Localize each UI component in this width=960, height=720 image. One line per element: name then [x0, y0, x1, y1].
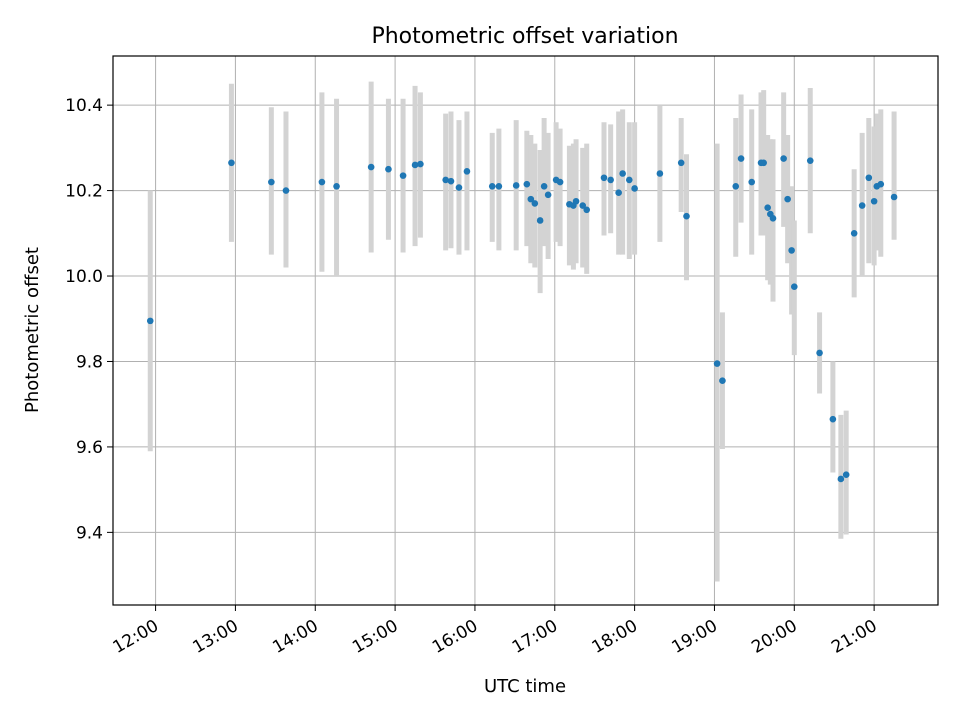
data-point — [850, 230, 858, 237]
data-point — [890, 193, 898, 201]
data-point — [399, 172, 407, 179]
x-tick-label: 21:00 — [828, 616, 880, 658]
data-point — [719, 377, 726, 385]
data-point — [748, 178, 756, 186]
x-tick-label: 18:00 — [589, 616, 641, 658]
x-tick-label: 15:00 — [349, 616, 401, 658]
data-point — [631, 185, 638, 192]
data-point — [333, 183, 340, 190]
y-tick-label: 9.8 — [76, 352, 103, 372]
data-point — [713, 360, 721, 367]
y-axis-label: Photometric offset — [22, 247, 43, 413]
data-point — [760, 159, 767, 167]
data-point — [411, 161, 419, 169]
data-point — [837, 475, 845, 483]
data-point — [615, 189, 622, 197]
data-point — [870, 197, 878, 205]
x-tick-label: 19:00 — [669, 616, 721, 658]
y-tick-label: 10.0 — [65, 267, 103, 287]
data-point — [146, 317, 154, 325]
data-point — [536, 217, 544, 224]
data-point — [806, 157, 814, 164]
data-point — [455, 184, 463, 191]
data-point — [318, 178, 326, 186]
data-point — [858, 202, 866, 209]
x-axis-ticks: 12:00 13:00 14:00 15:00 16:00 17:00 18:00 19:00… — [110, 605, 881, 658]
data-point — [228, 159, 235, 167]
data-point — [877, 180, 885, 188]
data-point — [540, 183, 548, 190]
y-tick-label: 9.6 — [76, 438, 103, 458]
data-point — [816, 349, 823, 357]
data-point — [572, 197, 580, 205]
data-point — [780, 155, 787, 162]
x-tick-label: 12:00 — [110, 616, 162, 658]
data-point — [784, 195, 791, 203]
chart-title: Photometric offset variation — [371, 24, 678, 49]
data-point — [769, 215, 777, 222]
data-point — [544, 191, 552, 199]
point-layer — [146, 155, 898, 483]
data-point — [732, 183, 740, 190]
data-point — [737, 155, 745, 162]
x-tick-label: 13:00 — [189, 616, 241, 658]
x-tick-label: 16:00 — [429, 616, 481, 658]
data-point — [764, 204, 771, 211]
data-point — [523, 180, 531, 188]
data-point — [367, 163, 375, 171]
x-axis-label: UTC time — [484, 676, 566, 697]
data-point — [282, 187, 290, 194]
data-point — [556, 178, 564, 186]
data-point — [442, 176, 449, 184]
data-point — [512, 182, 520, 189]
x-tick-label: 20:00 — [748, 616, 800, 658]
data-point — [829, 415, 837, 423]
plot-area-frame — [112, 55, 939, 606]
data-point — [463, 168, 471, 175]
data-point — [842, 471, 850, 478]
data-point — [579, 202, 587, 209]
data-point — [656, 170, 664, 177]
data-point — [268, 178, 275, 186]
data-point — [790, 283, 798, 291]
data-point — [619, 170, 626, 177]
y-tick-label: 9.4 — [76, 523, 103, 543]
y-tick-label: 10.2 — [65, 182, 103, 202]
y-axis-ticks: 9.4 9.6 9.8 10.0 10.2 10.4 — [65, 96, 113, 543]
data-point — [607, 176, 614, 184]
x-tick-label: 17:00 — [509, 616, 561, 658]
data-point — [385, 165, 392, 173]
data-point — [583, 206, 591, 214]
data-point — [417, 160, 424, 168]
data-point — [600, 174, 608, 182]
data-point — [527, 195, 535, 203]
data-point — [488, 183, 496, 190]
data-point — [531, 200, 539, 207]
data-point — [865, 174, 873, 182]
data-point — [788, 247, 795, 254]
data-point — [683, 212, 690, 220]
data-point — [677, 159, 685, 167]
data-point — [447, 177, 455, 185]
data-point — [625, 176, 633, 184]
y-tick-label: 10.4 — [65, 96, 103, 116]
x-tick-label: 14:00 — [269, 616, 321, 658]
data-point — [495, 183, 503, 190]
